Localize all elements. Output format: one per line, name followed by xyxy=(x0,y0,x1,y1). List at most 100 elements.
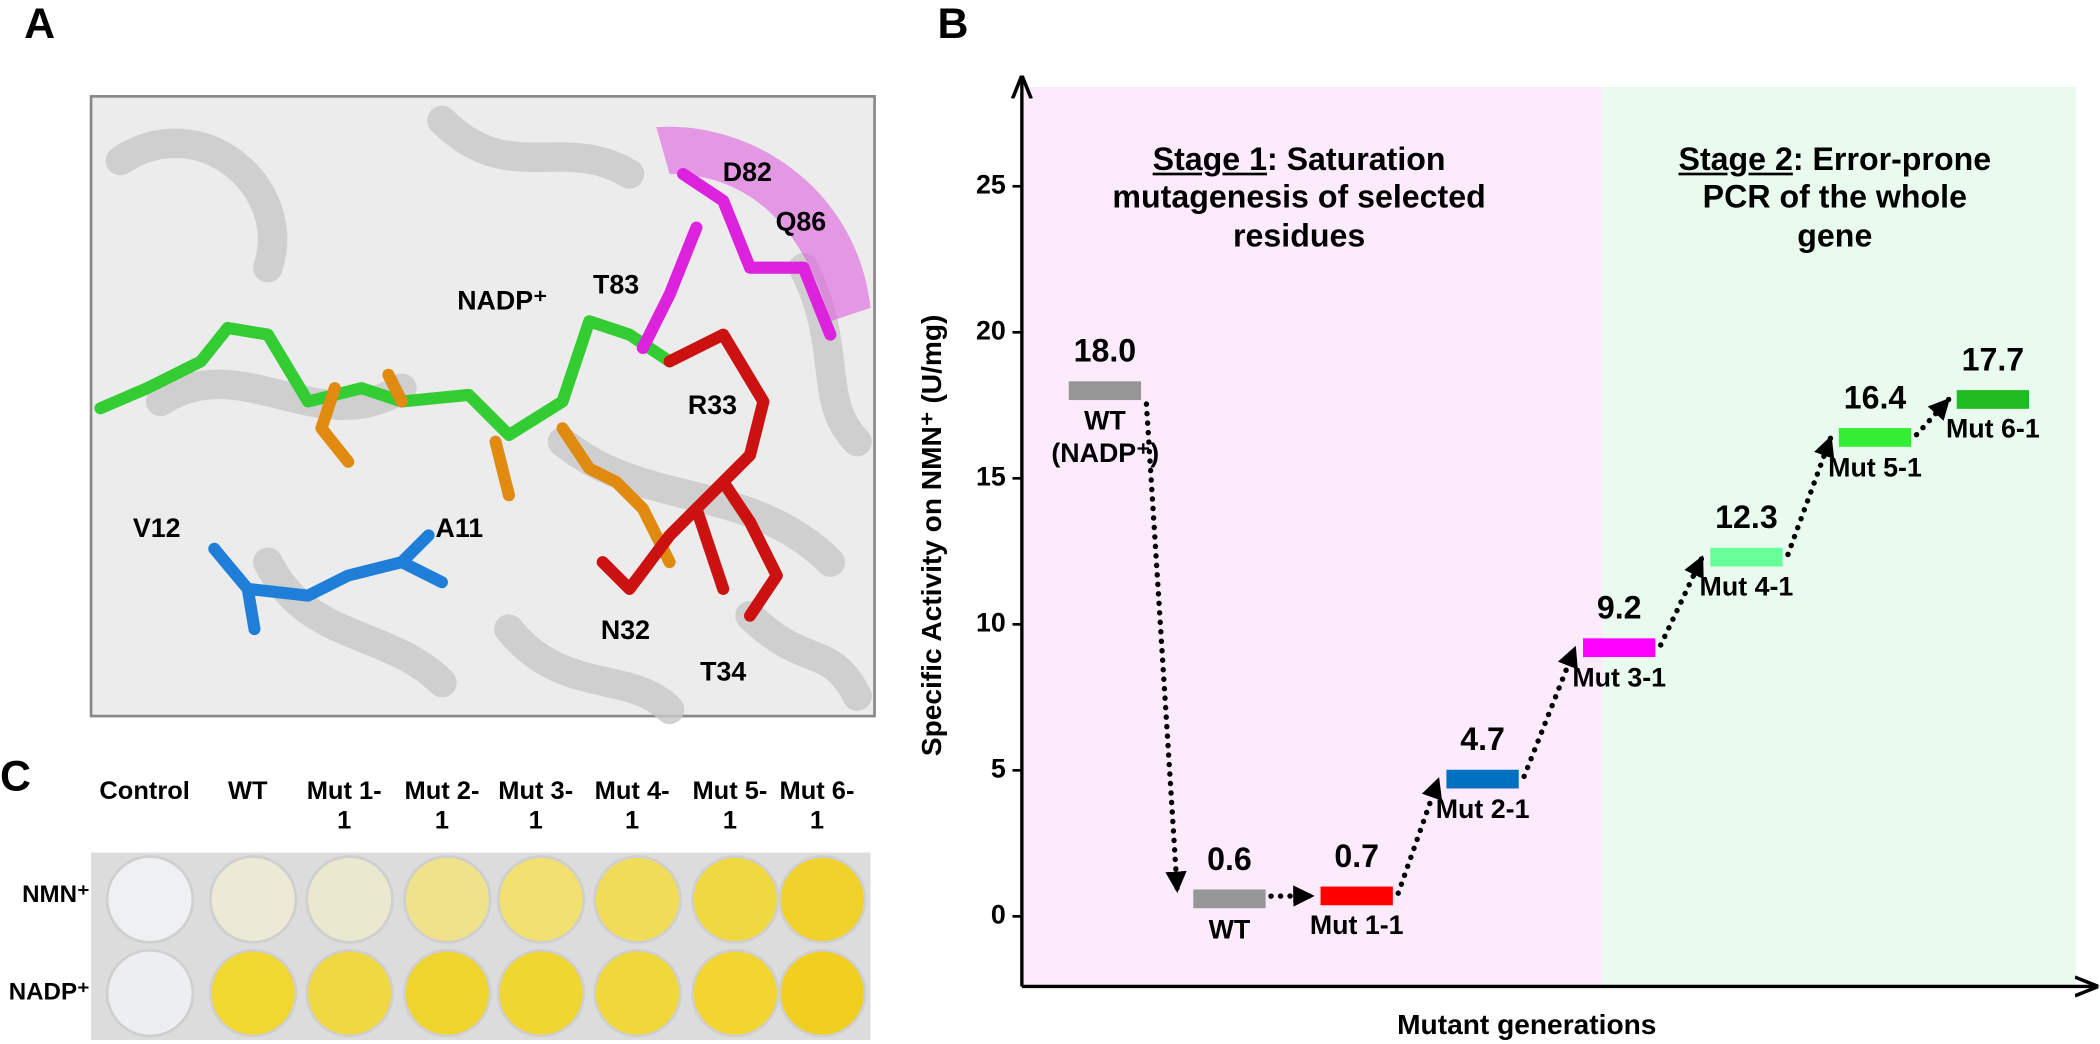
column-header: Mut 1-1 xyxy=(304,778,384,838)
well xyxy=(208,948,298,1038)
chart: 0 5 10 15 20 25 Specific Activity on NMN⁺ (U/m… xyxy=(916,78,2096,1040)
stage-text: Stage 2: Error-prone PCR of the whole ge… xyxy=(1674,142,1995,256)
x-axis-label: Mutant generations xyxy=(1397,1009,1656,1040)
category-label: Mut 3-1 xyxy=(1539,664,1700,696)
stage-text: Stage 1: Saturation mutagenesis of selec… xyxy=(1112,141,1486,254)
y-tick-label: 5 xyxy=(991,753,1006,783)
category-text: Mut 3-1 xyxy=(1572,663,1667,694)
residue-label: V12 xyxy=(133,513,181,543)
column-label: Mut 1-1 xyxy=(306,777,382,836)
category-text: Mut 4-1 xyxy=(1699,573,1794,603)
stage-title: Stage 1 xyxy=(1152,141,1267,179)
step-arrow xyxy=(1785,434,1835,558)
category-text: WT (NADP⁺) xyxy=(1051,406,1159,468)
category-label-text: Mut 3-1 xyxy=(1539,664,1700,696)
well xyxy=(778,948,867,1038)
well xyxy=(593,855,682,944)
category-label: Mut 6-1 xyxy=(1913,416,2074,448)
level-bar xyxy=(1068,381,1142,401)
column-header-text: Mut 2-1 xyxy=(402,778,482,838)
category-label: Mut 5-1 xyxy=(1795,453,1956,485)
well xyxy=(593,948,682,1038)
column-header: Mut 6-1 xyxy=(777,778,857,838)
column-label: WT xyxy=(227,777,268,806)
step-arrow xyxy=(1658,554,1705,648)
column-label: Mut 2-1 xyxy=(404,777,480,836)
residue-label: R33 xyxy=(688,390,737,420)
y-tick-label: 25 xyxy=(976,169,1006,199)
level-bar xyxy=(1320,886,1393,906)
residue-label: A11 xyxy=(436,513,484,543)
well xyxy=(305,855,394,944)
column-header: Control xyxy=(78,778,212,808)
category-text: WT xyxy=(1208,914,1251,945)
stage-text-text: Stage 2: Error-prone PCR of the whole ge… xyxy=(1674,142,1995,256)
panel-label: A xyxy=(24,0,55,48)
category-label-text: WT xyxy=(1149,915,1310,947)
y-tick-label: 20 xyxy=(976,315,1006,345)
column-label: Mut 3-1 xyxy=(498,777,574,836)
category-label-text: Mut 5-1 xyxy=(1795,453,1956,485)
value-label: 0.7 xyxy=(1334,838,1379,874)
step-arrow xyxy=(1395,776,1443,896)
column-header-text: Control xyxy=(78,778,212,808)
well xyxy=(403,855,492,944)
column-header-text: Mut 5-1 xyxy=(690,778,770,838)
level-bar xyxy=(1583,638,1656,658)
category-label-text: Mut 4-1 xyxy=(1666,573,1827,605)
value-label: 18.0 xyxy=(1074,333,1137,369)
value-label: 4.7 xyxy=(1460,721,1505,757)
y-tick-label: 10 xyxy=(976,607,1006,637)
well xyxy=(208,855,298,944)
category-label-text: WT (NADP⁺) xyxy=(1051,407,1158,470)
level-bar xyxy=(1956,390,2030,409)
category-label: Mut 2-1 xyxy=(1435,795,1530,825)
well xyxy=(496,948,586,1038)
stage-title: Stage 2 xyxy=(1678,141,1793,179)
column-header: Mut 2-1 xyxy=(402,778,482,838)
level-bar xyxy=(1838,428,1912,447)
column-header-text: Mut 6-1 xyxy=(777,778,857,838)
column-header-text: Mut 4-1 xyxy=(592,778,672,838)
value-label: 0.6 xyxy=(1207,841,1252,877)
category-text: Mut 2-1 xyxy=(1435,795,1530,825)
well xyxy=(105,948,195,1038)
column-label: Control xyxy=(99,777,190,806)
stage-desc: : Saturation mutagenesis of selected res… xyxy=(1112,141,1486,254)
column-label: Mut 4-1 xyxy=(594,777,670,836)
well xyxy=(691,948,780,1038)
residue-label: NADP⁺ xyxy=(457,286,547,316)
residue-label: T34 xyxy=(700,656,746,686)
level-bar xyxy=(1193,889,1266,909)
stage-region xyxy=(1021,87,1604,987)
column-header: WT xyxy=(208,778,288,808)
structure-image xyxy=(89,95,876,725)
panel-label: C xyxy=(0,752,31,800)
category-label: WT (NADP⁺) xyxy=(1051,407,1158,470)
category-text: Mut 5-1 xyxy=(1828,453,1922,483)
category-label-text: Mut 6-1 xyxy=(1913,416,2074,448)
residue-label: N32 xyxy=(601,615,650,645)
level-bar xyxy=(1710,547,1783,567)
category-text: Mut 1-1 xyxy=(1309,911,1404,942)
well xyxy=(778,855,867,944)
level-bar xyxy=(1446,769,1519,789)
column-header-text: Mut 1-1 xyxy=(304,778,384,838)
residue-label: D82 xyxy=(723,157,772,187)
column-header-text: WT xyxy=(208,778,288,808)
value-label: 9.2 xyxy=(1597,590,1642,626)
column-header: Mut 5-1 xyxy=(690,778,770,838)
column-header: Mut 4-1 xyxy=(592,778,672,838)
well xyxy=(305,948,394,1038)
column-label: Mut 6-1 xyxy=(779,777,855,836)
column-header: Mut 3-1 xyxy=(498,777,574,836)
category-label: Mut 4-1 xyxy=(1666,573,1827,605)
well xyxy=(691,855,780,944)
category-label: WT xyxy=(1149,915,1310,947)
well xyxy=(403,948,492,1038)
row-label: NMN⁺ xyxy=(22,881,90,908)
category-text: Mut 6-1 xyxy=(1945,415,2040,445)
well xyxy=(105,855,195,944)
y-tick-label: 15 xyxy=(976,461,1006,491)
